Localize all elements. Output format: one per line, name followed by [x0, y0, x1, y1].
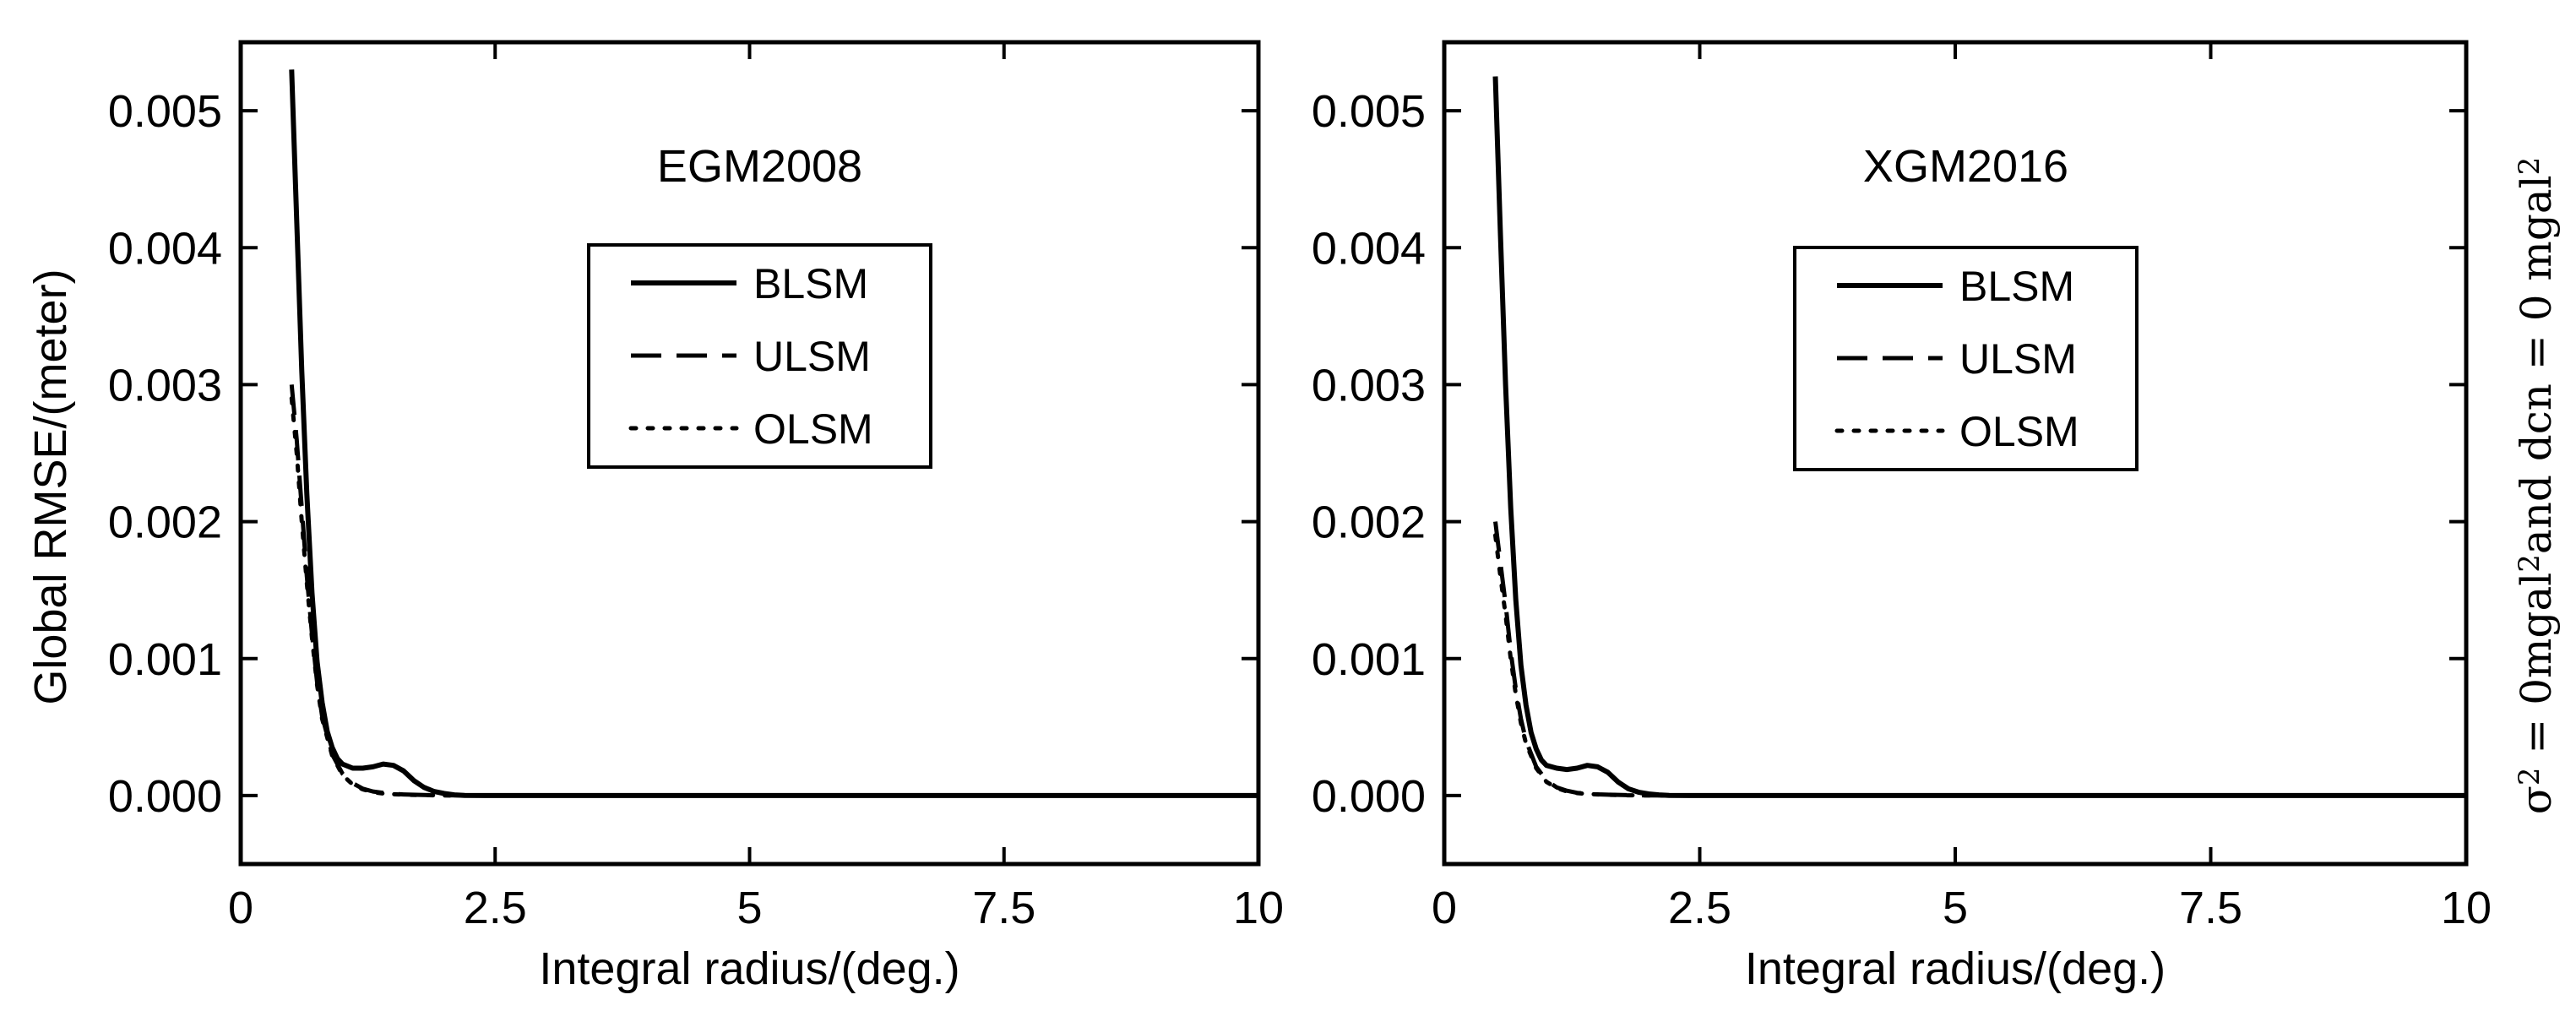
series-line-ulsm [1493, 521, 2466, 798]
y-tick-label: 0.000 [1312, 771, 1426, 822]
side-label-text: and dcn = 0 mgal [2512, 175, 2561, 554]
legend-label-olsm: OLSM [1959, 408, 2079, 455]
chart-panel-xgm2016: 0 2.5 5 7.5 10 0.000 0.001 0.002 0.003 0.004 0.005… [1312, 40, 2492, 994]
x-tick-label: 5 [736, 883, 762, 933]
legend: BLSM ULSM OLSM [587, 243, 932, 469]
legend-label-olsm: OLSM [753, 405, 873, 453]
side-label-text: σ [2512, 785, 2561, 814]
side-label-superscript: 2 [2513, 554, 2546, 573]
y-tick-label: 0.004 [1312, 223, 1426, 274]
x-axis-label: Integral radius/(deg.) [539, 943, 959, 994]
x-tick-label: 7.5 [972, 883, 1035, 933]
side-label-text: = 0mgal [2512, 573, 2561, 768]
legend: BLSM ULSM OLSM [1793, 246, 2139, 471]
x-tick-label: 5 [1943, 883, 1968, 933]
series-line-olsm [289, 396, 1258, 798]
y-tick-label: 0.002 [108, 497, 222, 548]
x-axis-label: Integral radius/(deg.) [1745, 943, 2166, 994]
y-tick-label: 0.003 [1312, 360, 1426, 410]
y-axis-label: Global RMSE/(meter) [25, 269, 76, 704]
x-tick-label: 10 [2441, 883, 2492, 933]
y-tick-label: 0.001 [1312, 634, 1426, 685]
series-line-olsm [1493, 533, 2466, 798]
y-tick-label: 0.000 [108, 771, 222, 822]
y-tick-label: 0.002 [1312, 497, 1426, 548]
x-tick-label: 10 [1233, 883, 1284, 933]
x-tick-label: 2.5 [1668, 883, 1731, 933]
chart-panel-egm2008: 0 2.5 5 7.5 10 0.000 0.001 0.002 0.003 0.004 0.005… [25, 40, 1284, 994]
legend-label-blsm: BLSM [753, 260, 868, 307]
legend-label-ulsm: ULSM [1959, 335, 2077, 383]
y-tick-label: 0.004 [108, 223, 222, 274]
legend-label-ulsm: ULSM [753, 333, 871, 380]
y-tick-label: 0.005 [1312, 86, 1426, 137]
side-label: σ2 = 0mgal2and dcn = 0 mgal2 [2512, 157, 2561, 815]
x-tick-label: 0 [228, 883, 253, 933]
x-tick-label: 0 [1432, 883, 1457, 933]
legend-label-blsm: BLSM [1959, 263, 2074, 310]
y-tick-label: 0.001 [108, 634, 222, 685]
side-label-superscript: 2 [2513, 767, 2546, 785]
chart-title: XGM2016 [1863, 141, 2068, 192]
chart-title: EGM2008 [657, 141, 862, 192]
side-label-superscript: 2 [2513, 157, 2546, 176]
x-tick-label: 2.5 [464, 883, 527, 933]
y-tick-label: 0.005 [108, 86, 222, 137]
x-tick-label: 7.5 [2179, 883, 2242, 933]
y-tick-label: 0.003 [108, 360, 222, 410]
